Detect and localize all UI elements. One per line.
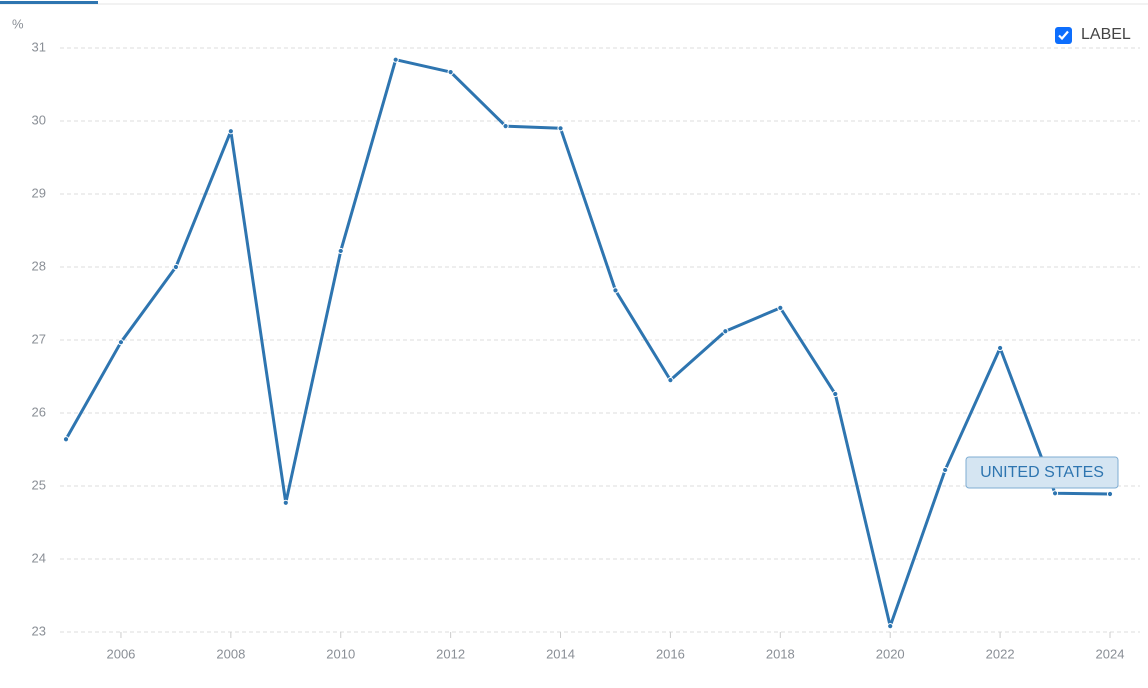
y-tick-label: 23 xyxy=(32,623,46,638)
point xyxy=(887,623,894,630)
point xyxy=(777,304,784,311)
series-line xyxy=(64,58,1111,628)
point xyxy=(282,499,289,506)
y-tick-label: 29 xyxy=(32,185,46,200)
top-bar xyxy=(0,0,1148,4)
point xyxy=(612,287,619,294)
y-tick-label: 26 xyxy=(32,404,46,419)
point xyxy=(1051,490,1059,497)
point xyxy=(392,56,399,63)
point xyxy=(1106,490,1114,498)
point xyxy=(997,344,1004,352)
point xyxy=(722,328,729,335)
point xyxy=(942,466,949,474)
checkbox-label[interactable]: LABEL xyxy=(1081,26,1131,43)
point xyxy=(172,263,179,271)
series-label-text: UNITED STATES xyxy=(980,464,1104,481)
x-tick-label: 2020 xyxy=(876,646,905,661)
point xyxy=(447,68,454,76)
x-tick-label: 2024 xyxy=(1096,646,1125,661)
point xyxy=(502,123,509,130)
y-tick-label: 24 xyxy=(32,550,46,565)
point xyxy=(557,125,564,132)
series-label: UNITED STATES xyxy=(965,456,1119,489)
checkmark xyxy=(1058,30,1069,41)
x-tick-label: 2006 xyxy=(106,646,135,661)
x-tick-label: 2014 xyxy=(546,646,575,661)
x-tick-label: 2010 xyxy=(326,646,355,661)
y-tick-label: 25 xyxy=(32,477,46,492)
y-tick-label: 28 xyxy=(32,258,46,273)
x-tick-label: 2016 xyxy=(656,646,685,661)
point xyxy=(117,339,125,346)
x-tick-label: 2008 xyxy=(216,646,245,661)
point xyxy=(337,247,344,255)
y-tick-label: 27 xyxy=(32,331,46,346)
point xyxy=(227,128,234,135)
y-unit: % xyxy=(12,16,24,31)
point xyxy=(832,390,839,398)
x-tick-label: 2022 xyxy=(986,646,1015,661)
y-tick-label: 30 xyxy=(32,112,46,127)
x-tick-label: 2012 xyxy=(436,646,465,661)
point xyxy=(62,436,70,443)
point xyxy=(667,377,674,384)
checkbox[interactable]: LABEL xyxy=(1055,26,1131,44)
series-label-box xyxy=(965,456,1119,489)
y-tick-label: 31 xyxy=(32,39,46,54)
active-tab-indicator xyxy=(0,1,98,4)
x-tick-label: 2018 xyxy=(766,646,795,661)
